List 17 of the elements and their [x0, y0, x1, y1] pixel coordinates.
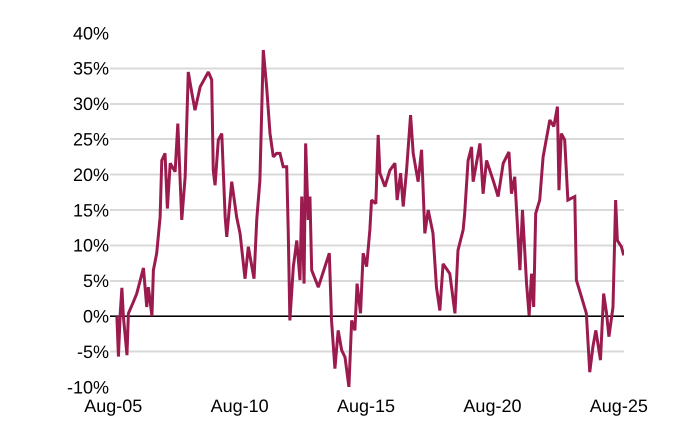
y-tick-label: 25%	[72, 130, 109, 150]
x-tick-label: Aug-25	[590, 396, 648, 416]
y-tick-label: 5%	[82, 271, 109, 292]
line-series	[115, 48, 624, 387]
x-tick-label: Aug-05	[84, 396, 142, 416]
y-tick-label: 20%	[72, 164, 109, 185]
y-tick-label: 15%	[72, 200, 109, 220]
x-tick-label: Aug-20	[463, 396, 522, 416]
y-tick-label: 0%	[82, 306, 109, 326]
y-tick-label: 35%	[72, 58, 109, 79]
y-tick-label: -10%	[66, 377, 109, 398]
y-tick-label: 40%	[72, 23, 109, 44]
y-tick-label: -5%	[76, 342, 109, 362]
y-tick-label: 10%	[72, 236, 109, 256]
x-tick-label: Aug-10	[210, 396, 269, 416]
y-tick-label: 30%	[72, 94, 109, 114]
x-tick-label: Aug-15	[336, 396, 396, 416]
